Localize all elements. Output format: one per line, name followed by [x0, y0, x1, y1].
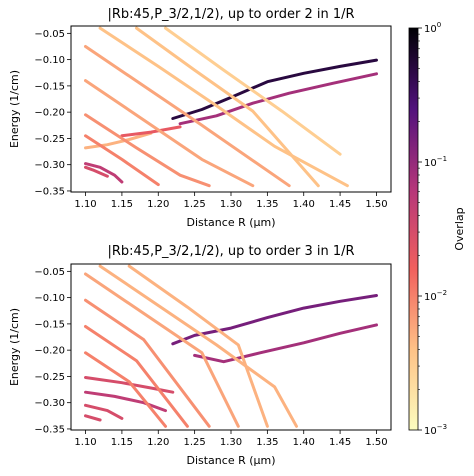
series-line-7	[98, 26, 349, 188]
colorbar: 10−3 10−2 10−1 100 Overlap	[408, 21, 466, 437]
panel-2-xticks: 1.10 1.15 1.20 1.25 1.30 1.35 1.40 1.45 1.50	[74, 430, 388, 448]
x-tick-label: 1.25	[184, 437, 206, 448]
panel-1: |Rb:45,P_3/2,1/2), up to order 2 in 1/R …	[8, 7, 392, 229]
series-line-2	[193, 323, 378, 364]
series-line-11	[84, 325, 189, 428]
panel-1-yticks: −0.35 −0.30 −0.25 −0.20 −0.15 −0.10 −0.05	[34, 29, 71, 197]
series-line-7	[98, 264, 298, 428]
series-line-4	[84, 390, 167, 413]
x-tick-label: 1.50	[365, 199, 387, 210]
colorbar-gradient	[408, 27, 419, 431]
panel-1-ylabel: Energy (1/cm)	[8, 70, 21, 148]
panel-2-ylabel: Energy (1/cm)	[8, 308, 21, 386]
panel-1-xticks: 1.10 1.15 1.20 1.25 1.30 1.35 1.40 1.45 1.50	[74, 192, 388, 210]
x-tick-label: 1.45	[329, 437, 351, 448]
series-line-4	[84, 162, 124, 184]
colorbar-tick-label: 10−1	[424, 155, 447, 169]
x-tick-label: 1.10	[74, 437, 96, 448]
x-tick-label: 1.35	[256, 437, 278, 448]
series-line-11	[84, 79, 255, 188]
y-tick-label: −0.05	[34, 267, 65, 278]
x-tick-label: 1.15	[111, 199, 133, 210]
y-tick-label: −0.20	[34, 346, 65, 357]
colorbar-tick-label: 100	[424, 21, 441, 35]
y-tick-label: −0.25	[34, 372, 65, 383]
x-tick-label: 1.15	[111, 437, 133, 448]
y-tick-label: −0.25	[34, 134, 65, 145]
x-tick-label: 1.35	[256, 199, 278, 210]
series-line-8	[127, 264, 269, 428]
series-line-10	[84, 298, 211, 428]
x-tick-label: 1.20	[147, 199, 169, 210]
series-line-1	[171, 58, 378, 120]
series-line-2	[178, 72, 378, 126]
series-line-12	[84, 113, 211, 188]
y-tick-label: −0.15	[34, 319, 65, 330]
x-tick-label: 1.30	[220, 437, 242, 448]
y-tick-label: −0.35	[34, 424, 65, 435]
x-tick-label: 1.45	[329, 199, 351, 210]
panel-2-lines	[84, 264, 378, 428]
x-tick-label: 1.10	[74, 199, 96, 210]
x-tick-label: 1.40	[293, 199, 315, 210]
panel-2-title: |Rb:45,P_3/2,1/2), up to order 3 in 1/R	[107, 244, 354, 259]
series-line-8	[135, 26, 320, 188]
panel-1-axes-frame	[70, 25, 392, 193]
x-tick-label: 1.30	[220, 199, 242, 210]
series-line-10	[84, 45, 291, 188]
series-line-9	[164, 26, 342, 156]
series-line-6	[84, 414, 102, 422]
panel-1-xlabel: Distance R (μm)	[186, 216, 275, 229]
x-tick-label: 1.25	[184, 199, 206, 210]
series-line-12	[84, 351, 167, 428]
y-tick-label: −0.30	[34, 398, 65, 409]
colorbar-label: Overlap	[453, 207, 466, 250]
y-tick-label: −0.20	[34, 108, 65, 119]
colorbar-tick-label: 10−2	[424, 289, 447, 303]
colorbar-tick-label: 10−3	[424, 423, 447, 437]
panel-2-xlabel: Distance R (μm)	[186, 454, 275, 467]
x-tick-label: 1.50	[365, 437, 387, 448]
panel-1-lines	[84, 26, 378, 188]
y-tick-label: −0.05	[34, 29, 65, 40]
series-line-3	[84, 376, 175, 394]
x-tick-label: 1.20	[147, 437, 169, 448]
series-line-5	[84, 403, 124, 420]
x-tick-label: 1.40	[293, 437, 315, 448]
y-tick-label: −0.35	[34, 186, 65, 197]
y-tick-label: −0.10	[34, 293, 65, 304]
panel-1-title: |Rb:45,P_3/2,1/2), up to order 2 in 1/R	[107, 7, 354, 22]
series-line-13	[84, 134, 160, 187]
series-line-9	[84, 272, 240, 428]
y-tick-label: −0.15	[34, 81, 65, 92]
y-tick-label: −0.10	[34, 55, 65, 66]
panel-2-axes-frame	[70, 263, 392, 431]
y-tick-label: −0.30	[34, 160, 65, 171]
panel-2: |Rb:45,P_3/2,1/2), up to order 3 in 1/R …	[8, 244, 392, 467]
series-line-6	[120, 125, 182, 138]
series-line-5	[84, 165, 109, 178]
colorbar-ticks: 10−3 10−2 10−1 100	[418, 21, 447, 437]
panel-2-yticks: −0.35 −0.30 −0.25 −0.20 −0.15 −0.10 −0.05	[34, 267, 71, 435]
series-line-3	[84, 131, 153, 150]
series-line-1	[171, 294, 378, 346]
